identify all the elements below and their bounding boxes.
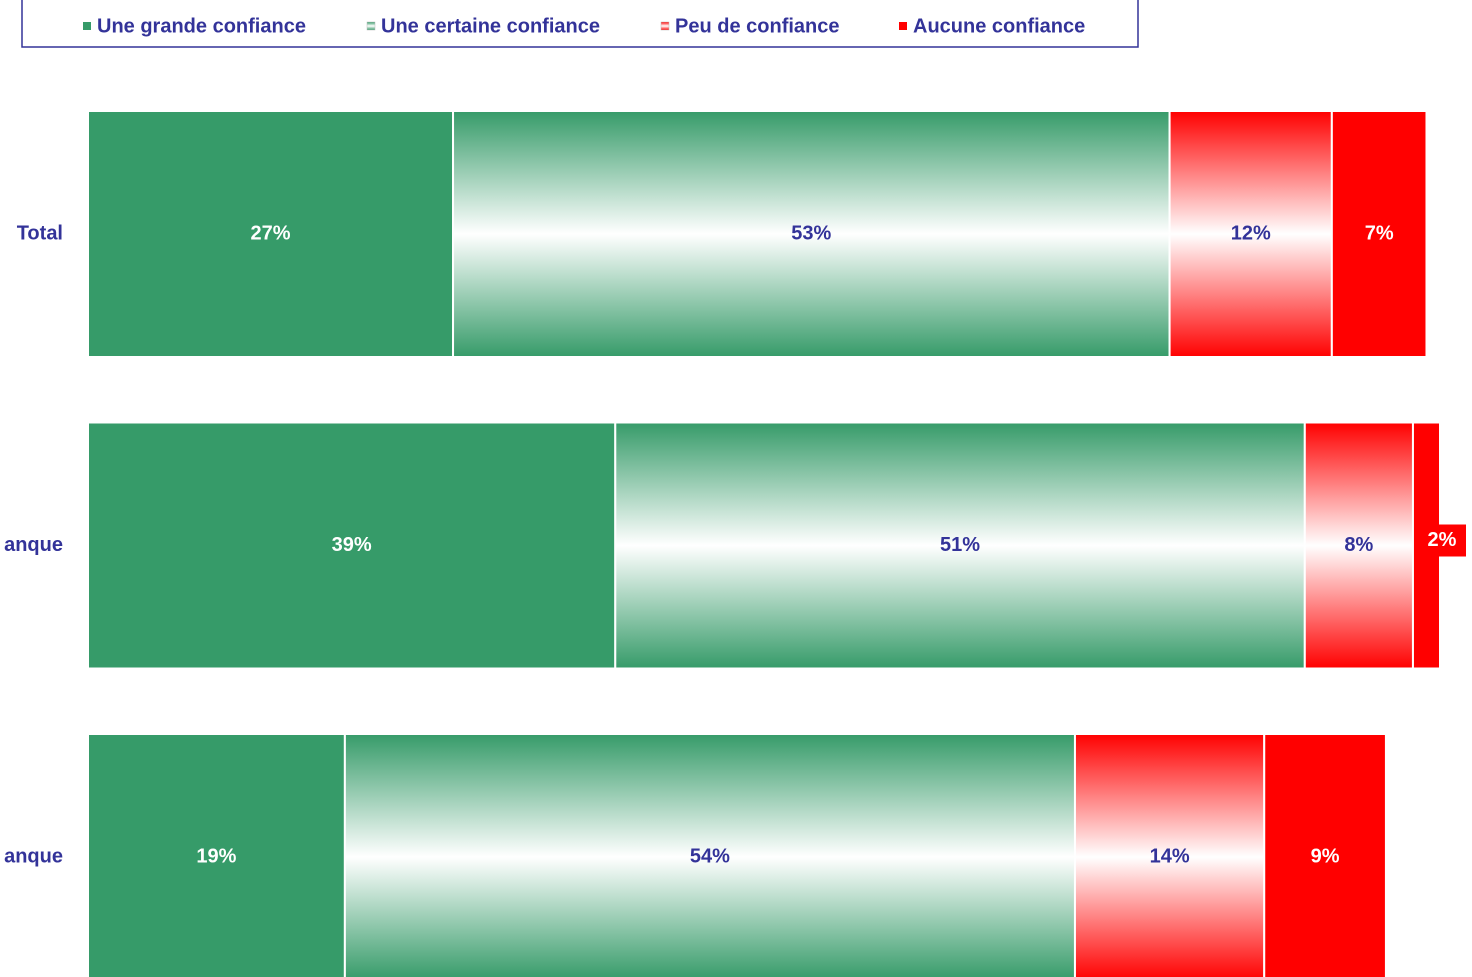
- value-label: 8%: [1344, 534, 1373, 556]
- bar-segment: [1330, 110, 1428, 358]
- y-tick-label: anque: [4, 845, 63, 867]
- legend-marker: [83, 22, 91, 30]
- legend-label: Peu de confiance: [675, 15, 840, 37]
- value-label: 19%: [196, 845, 236, 867]
- legend-label: Aucune confiance: [913, 15, 1085, 37]
- legend-marker: [660, 21, 670, 31]
- y-tick-label: anque: [4, 534, 63, 556]
- value-label: 54%: [690, 845, 730, 867]
- value-label: 7%: [1365, 222, 1394, 244]
- bar-segment: [1168, 110, 1333, 358]
- value-label: 51%: [940, 534, 980, 556]
- value-label: 12%: [1231, 222, 1271, 244]
- legend-label: Une grande confiance: [97, 15, 306, 37]
- value-label: 14%: [1150, 845, 1190, 867]
- bar-segment: [87, 733, 346, 977]
- bar-segment: [1263, 733, 1387, 977]
- bar-segment: [87, 110, 455, 358]
- bar-segment: [1073, 733, 1266, 977]
- value-label-box: [1418, 524, 1466, 557]
- bar-segment: [343, 733, 1076, 977]
- y-tick-label: Total: [17, 222, 63, 244]
- legend-marker: [366, 21, 376, 31]
- value-label: 2%: [1428, 529, 1457, 551]
- legend-marker: [899, 22, 907, 30]
- legend-label: Une certaine confiance: [381, 15, 600, 37]
- value-label: 27%: [251, 222, 291, 244]
- value-label: 53%: [791, 222, 831, 244]
- legend-box: [21, 0, 1139, 48]
- value-label: 9%: [1311, 845, 1340, 867]
- bar-segment: [614, 421, 1306, 670]
- bar-segment: [452, 110, 1171, 358]
- value-label: 39%: [332, 534, 372, 556]
